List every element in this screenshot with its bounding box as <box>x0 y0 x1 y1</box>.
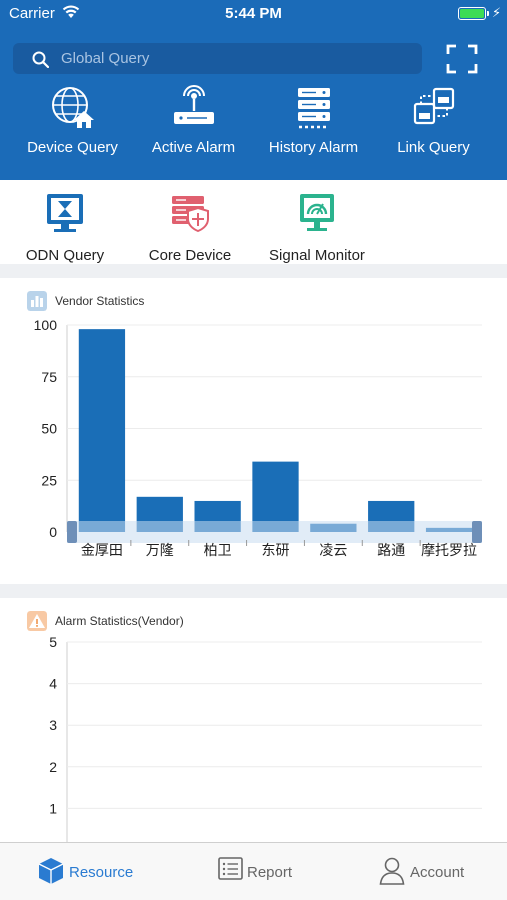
tab-report[interactable]: Report <box>218 843 318 900</box>
scan-icon[interactable] <box>446 44 478 74</box>
x-tick-label: 摩托罗拉 <box>421 542 477 558</box>
link-query-button[interactable]: Link Query <box>371 84 496 164</box>
tool-row: ODN Query Core Device Signal Monitor <box>0 180 507 264</box>
battery-icon <box>458 7 489 20</box>
history-alarm-label: History Alarm <box>268 139 359 156</box>
signal-monitor-label: Signal Monitor <box>269 247 365 264</box>
y-tick-label: 4 <box>49 676 57 692</box>
bar <box>78 329 126 532</box>
vendor-statistics-card: Vendor Statistics 0 25 50 75 100 金厚田 万隆 柏卫 东研 凌云 路… <box>0 278 507 584</box>
history-alarm-button[interactable]: History Alarm <box>251 84 376 164</box>
x-tick-label: 路通 <box>377 542 405 558</box>
x-tick-label: 万隆 <box>146 542 174 558</box>
quick-actions: Device Query Active Alarm <box>0 84 507 164</box>
bar <box>252 461 299 532</box>
odn-query-label: ODN Query <box>25 247 105 264</box>
core-device-button[interactable]: Core Device <box>125 192 255 264</box>
tab-resource-label: Resource <box>69 864 134 881</box>
device-query-label: Device Query <box>27 139 118 156</box>
globe-home-icon <box>51 87 94 128</box>
linked-devices-icon <box>413 87 454 125</box>
y-tick-label: 25 <box>41 472 57 488</box>
zoom-handle[interactable] <box>67 521 77 543</box>
alarm-statistics-title: Alarm Statistics(Vendor) <box>55 614 184 628</box>
x-tick-label: 东研 <box>262 542 290 558</box>
signal-router-icon <box>173 85 214 124</box>
warning-card-icon <box>27 611 47 631</box>
core-device-label: Core Device <box>148 247 232 264</box>
charging-icon: ⚡ <box>492 5 502 20</box>
header: Carrier 5:44 PM ⚡ <box>0 0 507 180</box>
odn-query-button[interactable]: ODN Query <box>0 192 130 264</box>
x-tick-label: 金厚田 <box>81 542 123 558</box>
link-query-label: Link Query <box>397 139 470 156</box>
zoom-handle[interactable] <box>472 521 482 543</box>
vendor-bar-chart: 0 25 50 75 100 金厚田 万隆 柏卫 东研 凌云 路通 摩托罗拉 <box>34 317 482 558</box>
search-icon <box>32 51 49 68</box>
vendor-statistics-title: Vendor Statistics <box>55 294 145 308</box>
y-tick-label: 100 <box>34 317 58 333</box>
y-tick-label: 2 <box>49 759 57 775</box>
y-tick-label: 5 <box>49 634 57 650</box>
status-bar: Carrier 5:44 PM ⚡ <box>0 0 507 28</box>
core-server-shield-icon <box>172 196 209 233</box>
active-alarm-button[interactable]: Active Alarm <box>131 84 256 164</box>
signal-monitor-icon <box>300 194 334 231</box>
search-input[interactable] <box>61 43 411 74</box>
tab-report-label: Report <box>247 864 293 881</box>
y-tick-label: 0 <box>49 524 57 540</box>
alarm-bar-chart: 1 2 3 4 5 <box>49 634 482 842</box>
active-alarm-label: Active Alarm <box>151 139 236 156</box>
x-tick-label: 柏卫 <box>204 542 232 558</box>
x-tick-label: 凌云 <box>319 542 347 558</box>
list-report-icon <box>218 857 243 880</box>
server-rack-icon <box>297 88 330 129</box>
person-icon <box>379 857 405 885</box>
y-tick-label: 75 <box>41 369 57 385</box>
search-bar[interactable] <box>13 43 422 74</box>
cube-icon <box>38 858 64 884</box>
tab-account-label: Account <box>410 864 465 881</box>
carrier-label: Carrier <box>9 5 55 22</box>
tab-account[interactable]: Account <box>379 843 489 900</box>
y-tick-label: 3 <box>49 717 57 733</box>
tab-resource[interactable]: Resource <box>38 843 148 900</box>
chart-card-icon <box>27 291 47 311</box>
monitor-hourglass-icon <box>47 194 83 232</box>
signal-monitor-button[interactable]: Signal Monitor <box>252 192 382 264</box>
zoom-slider[interactable] <box>67 521 482 543</box>
device-query-button[interactable]: Device Query <box>10 84 135 164</box>
alarm-statistics-card: Alarm Statistics(Vendor) 1 2 3 4 5 <box>0 598 507 842</box>
y-tick-label: 1 <box>49 800 57 816</box>
status-time: 5:44 PM <box>225 5 282 22</box>
wifi-icon <box>62 5 80 18</box>
y-tick-label: 50 <box>41 421 57 437</box>
tab-bar: Resource Report Account <box>0 842 507 900</box>
